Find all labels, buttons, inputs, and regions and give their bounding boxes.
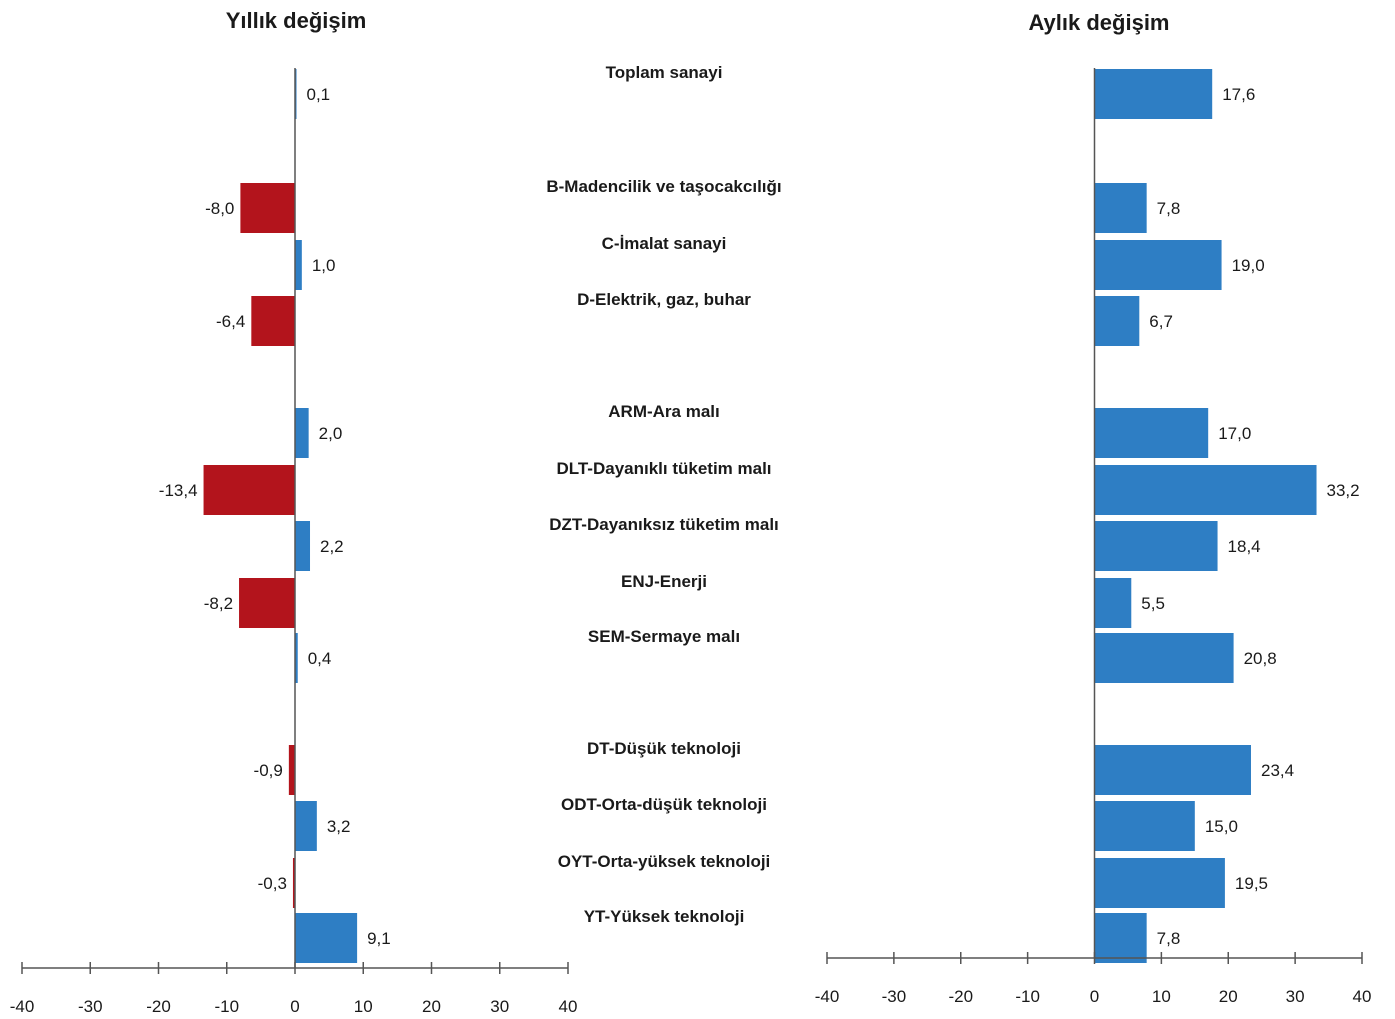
left-bar — [288, 745, 295, 795]
left-value-label: 2,2 — [320, 537, 344, 556]
left-value-label: 3,2 — [327, 817, 351, 836]
right-bar — [1094, 183, 1147, 233]
right-tick-label: 10 — [1152, 987, 1171, 1006]
left-tick-label: -20 — [146, 997, 171, 1016]
left-bar — [295, 633, 298, 683]
category-label: DZT-Dayanıksız tüketim malı — [549, 515, 779, 534]
category-label: D-Elektrik, gaz, buhar — [577, 290, 751, 309]
left-bar — [203, 465, 295, 515]
right-bar — [1094, 633, 1234, 683]
category-label: SEM-Sermaye malı — [588, 627, 740, 646]
right-value-label: 7,8 — [1157, 199, 1181, 218]
right-x-axis: -40 -30 -20 -10 0 10 20 30 40 — [815, 68, 1372, 1006]
left-value-label: 2,0 — [319, 424, 343, 443]
right-panel-monthly-change: Aylık değişim 17,6 7,8 19,0 6,7 17,0 33,2 18,4… — [815, 10, 1372, 1006]
left-value-label: -0,9 — [254, 761, 283, 780]
category-labels-group: Toplam sanayi B-Madencilik ve taşocakcılı… — [546, 63, 781, 926]
left-bar — [295, 801, 317, 851]
left-tick-label: 40 — [559, 997, 578, 1016]
right-bar — [1094, 408, 1209, 458]
left-tick-label: 30 — [490, 997, 509, 1016]
right-tick-label: -30 — [882, 987, 907, 1006]
right-tick-label: 20 — [1219, 987, 1238, 1006]
right-tick-label: -20 — [948, 987, 973, 1006]
right-bar — [1094, 913, 1147, 963]
category-label: YT-Yüksek teknoloji — [584, 907, 745, 926]
left-bar — [295, 913, 358, 963]
right-bars-group: 17,6 7,8 19,0 6,7 17,0 33,2 18,4 5,5 20,8 23,4 15,… — [1094, 69, 1360, 963]
left-tick-label: 10 — [354, 997, 373, 1016]
left-bar — [295, 408, 309, 458]
left-value-label: 0,1 — [307, 85, 331, 104]
right-panel-title: Aylık değişim — [1028, 10, 1169, 35]
right-bar — [1094, 745, 1251, 795]
right-bar — [1094, 858, 1225, 908]
right-bar — [1094, 578, 1132, 628]
right-value-label: 6,7 — [1149, 312, 1173, 331]
right-bar — [1094, 296, 1140, 346]
left-tick-label: -10 — [214, 997, 239, 1016]
left-bar — [239, 578, 295, 628]
left-tick-label: -30 — [78, 997, 103, 1016]
left-tick-label: 0 — [290, 997, 299, 1016]
right-tick-label: 40 — [1353, 987, 1372, 1006]
right-value-label: 5,5 — [1141, 594, 1165, 613]
category-label: ENJ-Enerji — [621, 572, 707, 591]
right-tick-label: -10 — [1015, 987, 1040, 1006]
left-value-label: -8,2 — [204, 594, 233, 613]
left-value-label: 9,1 — [367, 929, 391, 948]
left-value-label: 1,0 — [312, 256, 336, 275]
left-tick-label: -40 — [10, 997, 35, 1016]
left-value-label: -13,4 — [159, 481, 198, 500]
right-value-label: 23,4 — [1261, 761, 1294, 780]
right-tick-label: -40 — [815, 987, 840, 1006]
left-bar — [240, 183, 295, 233]
left-bars-group: 0,1 -8,0 1,0 -6,4 2,0 -13,4 2,2 -8,2 0,4 -0,9 3,2 -… — [159, 69, 391, 963]
right-value-label: 17,0 — [1218, 424, 1251, 443]
right-value-label: 17,6 — [1222, 85, 1255, 104]
right-value-label: 15,0 — [1205, 817, 1238, 836]
category-label: C-İmalat sanayi — [602, 234, 727, 253]
left-bar — [292, 858, 295, 908]
right-bar — [1094, 240, 1222, 290]
category-label: ODT-Orta-düşük teknoloji — [561, 795, 767, 814]
right-value-label: 20,8 — [1244, 649, 1277, 668]
right-bar — [1094, 69, 1213, 119]
left-tick-label: 20 — [422, 997, 441, 1016]
right-bar — [1094, 465, 1317, 515]
left-x-axis: -40 -30 -20 -10 0 10 20 30 40 — [10, 68, 578, 1016]
right-tick-label: 0 — [1090, 987, 1099, 1006]
left-value-label: -0,3 — [258, 874, 287, 893]
category-label: B-Madencilik ve taşocakcılığı — [546, 177, 781, 196]
left-bar — [295, 240, 302, 290]
right-bar — [1094, 521, 1218, 571]
category-label: Toplam sanayi — [606, 63, 723, 82]
left-bar — [295, 521, 311, 571]
left-panel-title: Yıllık değişim — [226, 8, 367, 33]
right-value-label: 33,2 — [1327, 481, 1360, 500]
category-label: DLT-Dayanıklı tüketim malı — [556, 459, 771, 478]
right-value-label: 19,5 — [1235, 874, 1268, 893]
right-value-label: 18,4 — [1228, 537, 1261, 556]
right-value-label: 7,8 — [1157, 929, 1181, 948]
category-label: DT-Düşük teknoloji — [587, 739, 741, 758]
category-label: OYT-Orta-yüksek teknoloji — [558, 852, 771, 871]
left-bar — [251, 296, 295, 346]
right-value-label: 19,0 — [1232, 256, 1265, 275]
category-label: ARM-Ara malı — [608, 402, 719, 421]
left-value-label: 0,4 — [308, 649, 332, 668]
left-value-label: -6,4 — [216, 312, 245, 331]
right-bar — [1094, 801, 1195, 851]
right-tick-label: 30 — [1286, 987, 1305, 1006]
left-panel-yearly-change: Yıllık değişim 0,1 -8,0 1,0 -6,4 2,0 -13,4 2,2… — [10, 8, 578, 1016]
left-value-label: -8,0 — [205, 199, 234, 218]
